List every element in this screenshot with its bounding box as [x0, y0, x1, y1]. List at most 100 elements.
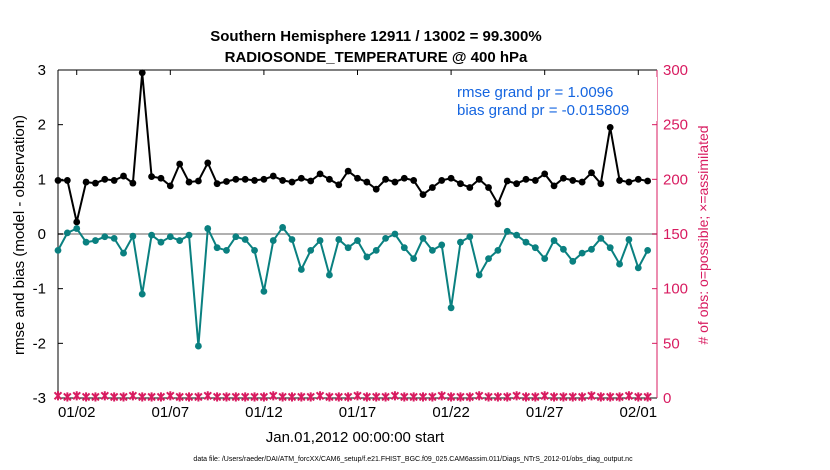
- bias-point: [54, 247, 62, 254]
- obs-point: [156, 392, 166, 402]
- bias-point: [213, 244, 221, 252]
- obs-point: [128, 391, 138, 401]
- bias-point: [204, 225, 212, 232]
- bias-point: [503, 227, 511, 235]
- rmse-point: [588, 169, 595, 177]
- rmse-point: [382, 175, 389, 183]
- bias-point: [316, 237, 324, 244]
- obs-point: [334, 392, 343, 402]
- x-tick-label: 01/27: [526, 404, 564, 421]
- rmse-point: [400, 174, 408, 182]
- obs-point: [615, 392, 624, 402]
- rmse-point: [120, 172, 127, 180]
- bias-point: [634, 264, 642, 272]
- bias-point: [447, 304, 455, 312]
- rmse-point: [344, 167, 352, 175]
- bias-point: [522, 238, 530, 246]
- rmse-line: [58, 72, 648, 223]
- rmse-point: [503, 177, 511, 185]
- rmse-point: [354, 174, 361, 182]
- bias-point: [616, 260, 623, 268]
- bias-point: [428, 247, 436, 254]
- rmse-point: [138, 69, 146, 77]
- bias-point: [157, 238, 165, 246]
- obs-point: [428, 392, 437, 402]
- obs-point: [484, 392, 493, 402]
- obs-point: [138, 392, 147, 402]
- obs-point: [109, 392, 119, 402]
- obs-point: [372, 392, 381, 402]
- legend-rmse-label: rmse grand pr = 1.0096: [457, 84, 613, 101]
- bias-point: [110, 234, 118, 242]
- obs-point: [278, 392, 287, 402]
- bias-point: [232, 233, 240, 241]
- rmse-point: [279, 177, 287, 184]
- bias-point: [176, 237, 184, 244]
- rmse-point: [550, 182, 558, 190]
- obs-point: [91, 392, 100, 402]
- bias-point: [326, 271, 333, 279]
- bias-point: [485, 255, 492, 262]
- bias-point: [494, 247, 502, 254]
- y-right-tick-label: 250: [663, 117, 688, 134]
- rmse-point: [494, 200, 502, 208]
- rmse-point: [438, 177, 446, 184]
- x-tick-label: 02/01: [620, 404, 658, 421]
- bias-point: [597, 234, 605, 242]
- rmse-point: [644, 177, 652, 185]
- bias-point: [550, 237, 558, 244]
- rmse-point: [288, 178, 296, 186]
- legend-box: [421, 77, 657, 121]
- obs-point: [456, 392, 465, 402]
- obs-point: [184, 392, 194, 402]
- bias-point: [279, 224, 287, 231]
- bias-point: [120, 249, 127, 257]
- obs-point: [465, 392, 475, 402]
- rmse-point: [531, 177, 539, 184]
- bias-point: [335, 236, 343, 243]
- rmse-point: [101, 175, 109, 183]
- obs-point: [503, 392, 512, 402]
- x-tick-label: 01/17: [339, 404, 377, 421]
- bias-point: [531, 244, 539, 252]
- rmse-point: [513, 180, 521, 188]
- x-tick-label: 01/22: [432, 404, 470, 421]
- obs-point: [315, 391, 325, 401]
- y-tick-label: -2: [33, 335, 46, 352]
- rmse-point: [232, 175, 240, 183]
- y-right-tick-label: 50: [663, 335, 680, 352]
- obs-point: [409, 392, 418, 402]
- bias-point: [82, 238, 90, 246]
- bias-point: [269, 237, 277, 244]
- bias-point: [400, 244, 408, 252]
- bias-point: [307, 247, 315, 254]
- rmse-point: [213, 180, 221, 188]
- bias-point: [260, 288, 268, 295]
- y-tick-label: 0: [38, 226, 46, 243]
- obs-point: [269, 391, 278, 401]
- obs-point: [353, 391, 362, 401]
- rmse-point: [157, 174, 165, 182]
- rmse-point: [54, 177, 62, 184]
- obs-point: [643, 392, 652, 402]
- rmse-point: [204, 159, 212, 167]
- obs-point: [240, 392, 250, 402]
- rmse-point: [92, 179, 99, 187]
- bias-point: [391, 230, 399, 238]
- rmse-point: [223, 178, 230, 185]
- rmse-point: [241, 175, 249, 183]
- rmse-point: [541, 170, 549, 178]
- bias-point: [438, 241, 446, 249]
- rmse-point: [475, 175, 483, 183]
- y-axis-label-right: # of obs: o=possible; ×=assimilated: [695, 125, 711, 344]
- obs-point: [306, 392, 315, 402]
- bias-line: [57, 224, 649, 347]
- rmse-point: [335, 181, 343, 189]
- bias-point: [410, 255, 418, 262]
- rmse-point: [73, 218, 81, 226]
- bias-point: [251, 247, 258, 254]
- y-tick-label: -3: [33, 390, 46, 407]
- obs-point: [418, 392, 428, 402]
